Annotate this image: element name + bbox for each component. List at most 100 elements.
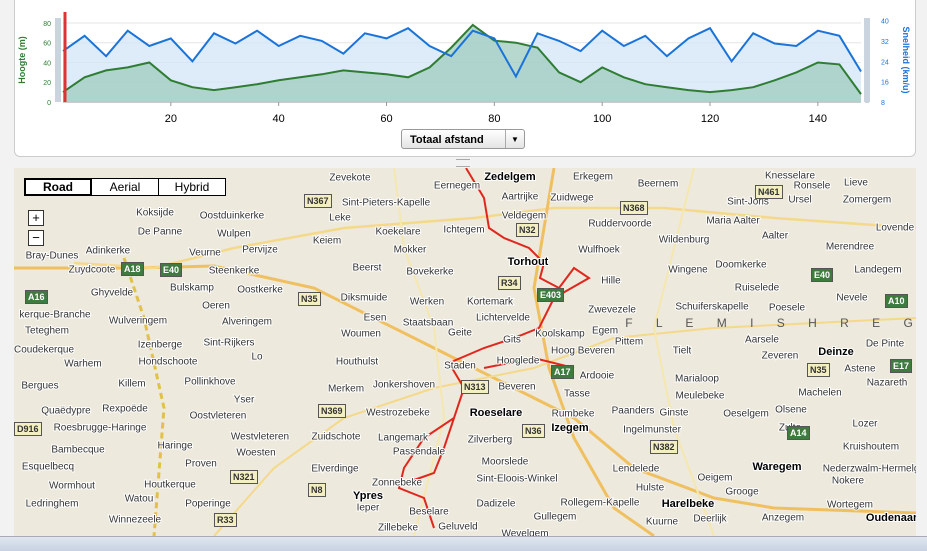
place-label: Paanders [612, 406, 655, 417]
roads [14, 168, 916, 536]
road-sign: N368 [620, 201, 648, 215]
place-label: Gits [503, 335, 521, 346]
road-sign: N321 [230, 470, 258, 484]
map-canvas: Zedelgem Zevekote Eernegem Erkegem Beernem Kn… [14, 168, 916, 536]
place-label: Zuidschote [312, 432, 361, 443]
place-label: Haringe [157, 441, 192, 452]
road-sign: N382 [650, 440, 678, 454]
place-label: Kuurne [646, 517, 679, 528]
series-line [62, 23, 862, 95]
place-label: Steenkerke [209, 266, 260, 277]
place-label: Nevele [836, 293, 868, 304]
place-label: Ichtegem [443, 225, 484, 236]
profile-panel: 0 20 40 60 80 8 16 24 32 40 20 40 60 80 100 120 140 Hoogt… [14, 0, 916, 157]
place-label: Nazareth [867, 378, 908, 389]
selector-arrow[interactable]: ▼ [505, 130, 524, 148]
x-tick-label: 140 [809, 113, 827, 125]
place-label: Bray-Dunes [26, 251, 79, 262]
place-label: Mokker [394, 245, 427, 256]
place-label: Zwevezele [588, 305, 636, 316]
place-label: Kruishoutem [843, 442, 899, 453]
place-label: Oeren [202, 301, 230, 312]
resize-grip[interactable] [456, 159, 470, 167]
road-sign: E17 [890, 359, 913, 373]
y-tick-label: 60 [43, 41, 51, 48]
place-label: Houthulst [336, 357, 378, 368]
place-label: Keiem [313, 236, 341, 247]
place-label: Woesten [236, 448, 275, 459]
place-label: Bergues [21, 381, 58, 392]
zoom-in[interactable]: + [28, 210, 44, 226]
map-type-button[interactable]: Aerial [91, 179, 158, 195]
place-label: Wingene [668, 265, 708, 276]
map[interactable]: Zedelgem Zevekote Eernegem Erkegem Beernem Kn… [14, 168, 916, 536]
place-label: Westvleteren [231, 432, 289, 443]
place-label: Killem [118, 379, 145, 390]
place-label: Aarsele [745, 335, 779, 346]
place-label: Wulveringem [109, 316, 167, 327]
place-label: Izenberge [138, 340, 183, 351]
place-label: Koekelare [375, 227, 420, 238]
road-sign: N367 [304, 194, 332, 208]
map-type-control: Road Aerial Hybrid [24, 178, 226, 196]
series-line [62, 26, 862, 79]
place-label: Astene [844, 364, 876, 375]
road-sign: N8 [308, 483, 326, 497]
place-label: Eernegem [434, 181, 480, 192]
place-label: Merendree [826, 242, 875, 253]
place-label: Staatsbaan [403, 318, 454, 329]
place-label: Zilverberg [468, 435, 512, 446]
place-label: Lichtervelde [476, 313, 530, 324]
road-sign: R33 [214, 513, 237, 527]
place-label: Torhout [508, 256, 549, 268]
place-label: Jonkershoven [373, 380, 435, 391]
map-type-button[interactable]: Road [25, 179, 91, 195]
map-type-button[interactable]: Hybrid [158, 179, 225, 195]
place-label: Roeselare [470, 407, 523, 419]
place-label: Sint-Eloois-Winkel [476, 474, 557, 485]
y2-tick-label: 40 [881, 19, 889, 26]
place-label: Waregem [752, 461, 801, 473]
place-label: Wormhout [49, 481, 95, 492]
place-labels: Zedelgem Zevekote Eernegem Erkegem Beernem Kn… [14, 170, 916, 536]
road-sign: A14 [787, 426, 810, 440]
place-label: Esen [364, 313, 387, 324]
road-sign: N313 [461, 380, 489, 394]
place-label: Houtkerque [144, 480, 196, 491]
place-label: Koksijde [136, 208, 174, 219]
place-label: Oostvleteren [190, 411, 247, 422]
road-sign: N35 [298, 292, 321, 306]
x-tick-label: 120 [701, 113, 719, 125]
place-label: Oudenaarde [866, 512, 916, 524]
chart: 0 20 40 60 80 8 16 24 32 40 20 40 60 80 100 120 140 Hoogt… [17, 12, 911, 125]
place-label: Wulfhoek [578, 245, 621, 256]
x-tick-label: 60 [380, 113, 392, 125]
place-label: Proven [185, 459, 217, 470]
place-label: Sint-Pieters-Kapelle [342, 198, 431, 209]
place-label: Zomergem [843, 195, 891, 206]
place-label: kerque-Branche [19, 310, 91, 321]
y-axis-title: Hoogte (m) [17, 36, 27, 84]
road-sign: E40 [811, 268, 834, 282]
place-label: Koolskamp [535, 329, 585, 340]
place-label: Sint-Rijkers [203, 338, 254, 349]
zoom-out[interactable]: − [28, 230, 44, 246]
place-label: Alveringem [222, 317, 272, 328]
place-label: Ronsele [794, 181, 831, 192]
place-label: Staden [444, 361, 476, 372]
place-label: Gullegem [534, 512, 577, 523]
place-label: Zonnebeke [372, 478, 422, 489]
place-label: Aalter [762, 231, 789, 242]
place-label: Veurne [189, 248, 221, 259]
place-label: Tielt [673, 346, 692, 357]
x-axis-selector[interactable]: Totaal afstand ▼ [401, 129, 525, 149]
y-tick-label: 80 [43, 21, 51, 28]
place-label: Coudekerque [14, 345, 74, 356]
place-label: Roesbrugge-Haringe [54, 423, 147, 434]
place-label: Knesselare [765, 171, 815, 182]
place-label: Beveren [498, 382, 535, 393]
place-label: Lovende [876, 223, 915, 234]
place-label: Pittem [615, 337, 643, 348]
place-label: Veldegem [502, 211, 546, 222]
scrollbar[interactable] [0, 536, 927, 551]
